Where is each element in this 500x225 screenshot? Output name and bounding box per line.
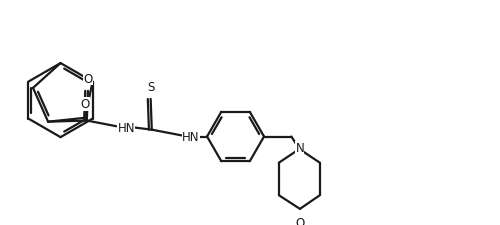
Text: O: O: [81, 98, 90, 111]
Text: O: O: [296, 216, 304, 225]
Text: HN: HN: [182, 130, 200, 143]
Text: N: N: [296, 142, 304, 155]
Text: HN: HN: [118, 121, 135, 134]
Text: O: O: [84, 73, 92, 86]
Text: S: S: [147, 81, 154, 94]
